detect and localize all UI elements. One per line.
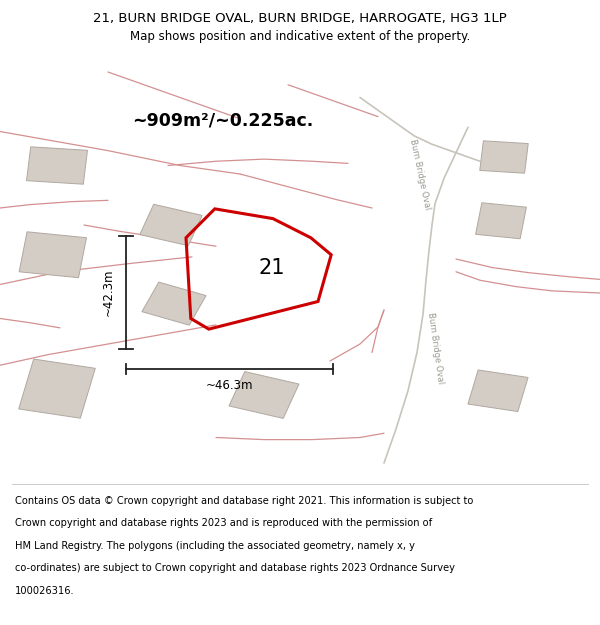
Text: 21, BURN BRIDGE OVAL, BURN BRIDGE, HARROGATE, HG3 1LP: 21, BURN BRIDGE OVAL, BURN BRIDGE, HARRO… bbox=[93, 12, 507, 25]
Text: Map shows position and indicative extent of the property.: Map shows position and indicative extent… bbox=[130, 30, 470, 43]
Polygon shape bbox=[142, 282, 206, 325]
Text: co-ordinates) are subject to Crown copyright and database rights 2023 Ordnance S: co-ordinates) are subject to Crown copyr… bbox=[15, 563, 455, 573]
Text: ~42.3m: ~42.3m bbox=[102, 269, 115, 316]
Polygon shape bbox=[468, 370, 528, 411]
Polygon shape bbox=[19, 232, 86, 278]
Text: Burn Bridge Oval: Burn Bridge Oval bbox=[426, 312, 445, 384]
Polygon shape bbox=[140, 204, 202, 246]
Text: ~46.3m: ~46.3m bbox=[206, 379, 253, 392]
Polygon shape bbox=[476, 202, 526, 239]
Text: 100026316.: 100026316. bbox=[15, 586, 74, 596]
Text: ~909m²/~0.225ac.: ~909m²/~0.225ac. bbox=[132, 112, 313, 130]
Polygon shape bbox=[229, 372, 299, 418]
Text: Burn Bridge Oval: Burn Bridge Oval bbox=[408, 138, 432, 210]
Polygon shape bbox=[26, 147, 88, 184]
Polygon shape bbox=[480, 141, 528, 173]
Text: Contains OS data © Crown copyright and database right 2021. This information is : Contains OS data © Crown copyright and d… bbox=[15, 496, 473, 506]
Text: Crown copyright and database rights 2023 and is reproduced with the permission o: Crown copyright and database rights 2023… bbox=[15, 518, 432, 528]
Text: HM Land Registry. The polygons (including the associated geometry, namely x, y: HM Land Registry. The polygons (includin… bbox=[15, 541, 415, 551]
Polygon shape bbox=[19, 359, 95, 418]
Text: 21: 21 bbox=[259, 258, 286, 278]
